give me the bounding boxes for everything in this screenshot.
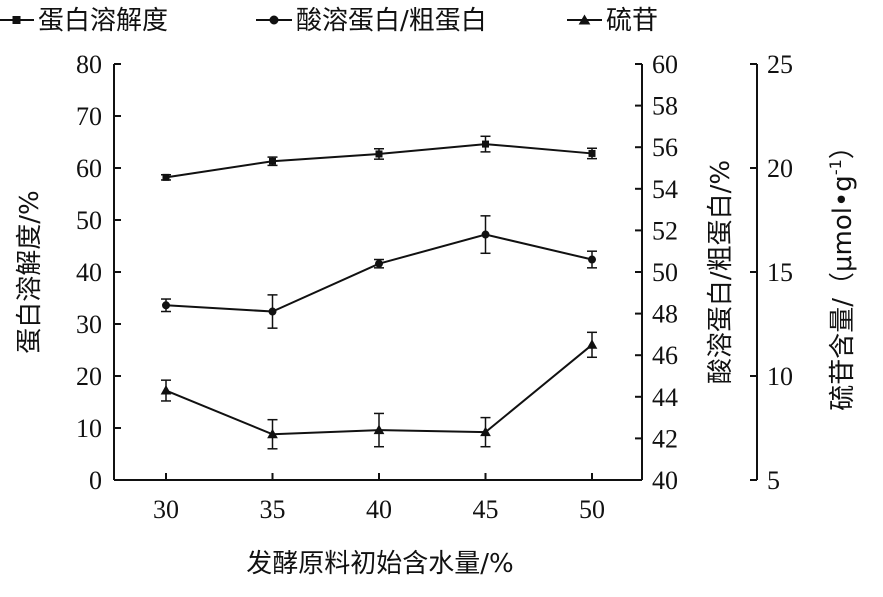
left-axis-title: 蛋白溶解度/% [15,190,45,353]
data-point [267,428,278,439]
x-tick-label: 45 [473,495,499,524]
x-tick-label: 30 [153,495,179,524]
far-right-axis-title-main: 硫苷含量/（μmol [828,207,858,411]
series-layer [160,135,598,450]
far-right-tick-label: 25 [767,50,793,79]
right-tick-label: 48 [652,300,678,329]
legend-entry-glucosinolate: 硫苷 [567,6,658,36]
right-tick-label: 60 [652,50,678,79]
right-tick-label: 50 [652,258,678,287]
left-tick-label: 30 [76,310,102,339]
data-point [375,259,383,268]
data-point [375,150,383,158]
data-point [160,385,172,395]
legend-marker-triangle [578,14,591,25]
data-point [162,173,170,181]
far-right-axis-title: 硫苷含量/（μmol•g-1） [826,133,858,411]
data-point [269,157,276,165]
x-axis-title: 发酵原料初始含水量/% [246,549,513,579]
far-right-tick-label: 20 [767,154,793,183]
legend: 蛋白溶解度 酸溶蛋白/粗蛋白 硫苷 [0,6,658,36]
far-right-tick-label: 5 [767,466,780,495]
legend-label-acid-soluble-protein: 酸溶蛋白/粗蛋白 [296,6,487,36]
data-point [480,426,491,437]
legend-entry-protein-solubility: 蛋白溶解度 [0,6,168,36]
data-point [482,140,489,148]
left-tick-label: 50 [76,206,102,235]
x-tick-label: 40 [366,495,392,524]
legend-label-protein-solubility: 蛋白溶解度 [38,6,168,36]
data-point [588,149,596,157]
left-tick-label: 70 [76,102,102,131]
right-tick-label: 52 [652,216,678,245]
x-tick-label: 35 [260,495,286,524]
data-point [588,255,596,264]
left-tick-label: 60 [76,154,102,183]
series-2 [160,331,598,450]
right-tick-label: 46 [652,341,678,370]
data-point [268,307,277,316]
right-tick-label: 54 [652,175,678,204]
far-right-tick-label: 10 [767,362,793,391]
x-tick-label: 50 [579,495,605,524]
left-tick-label: 0 [89,466,102,495]
far-right-axis-title-dot: • [828,192,858,207]
right-tick-label: 42 [652,424,678,453]
series-0 [161,135,597,181]
legend-marker-square [12,16,21,24]
ticks-layer: 30 35 40 45 50 0 10 20 30 40 50 60 70 80 40 42 44 46 48 50 5… [76,50,793,524]
legend-entry-acid-soluble-protein: 酸溶蛋白/粗蛋白 [256,6,487,36]
left-tick-label: 80 [76,50,102,79]
far-right-axis-title-exponent: -1 [826,159,845,175]
left-tick-label: 40 [76,258,102,287]
right-tick-label: 56 [652,133,678,162]
right-tick-label: 44 [652,383,678,412]
right-axis-title: 酸溶蛋白/粗蛋白/% [706,160,736,384]
data-point [373,424,385,435]
legend-label-glucosinolate: 硫苷 [606,6,658,36]
right-tick-label: 58 [652,92,678,121]
left-tick-label: 10 [76,414,102,443]
data-point [162,301,170,310]
data-point [481,230,490,239]
left-tick-label: 20 [76,362,102,391]
data-point [586,339,598,349]
series-line [165,233,593,313]
far-right-tick-label: 15 [767,258,793,287]
series-1 [161,215,597,329]
far-right-axis-title-unit: g [828,175,858,192]
legend-marker-circle [269,15,279,25]
right-tick-label: 40 [652,466,678,495]
far-right-axis-title-close: ） [828,133,858,159]
